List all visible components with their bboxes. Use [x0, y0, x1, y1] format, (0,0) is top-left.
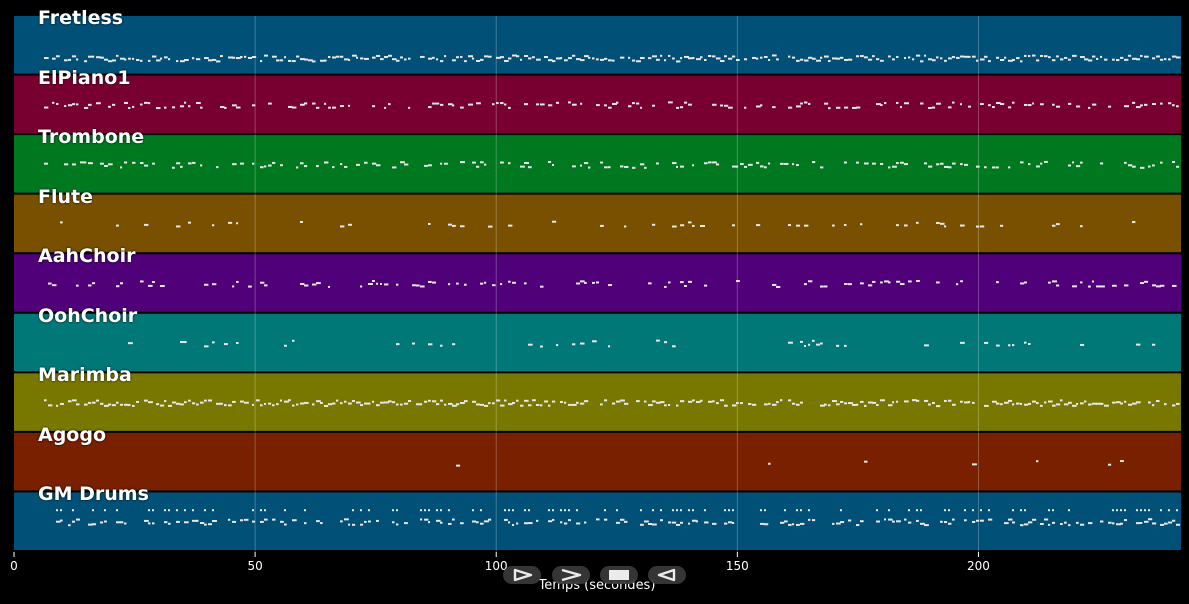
track-label: Flute	[38, 185, 93, 208]
track-notes	[44, 399, 1180, 408]
track-label: Trombone	[38, 126, 145, 149]
track-lane[interactable]	[14, 373, 1181, 431]
x-tick-label: 0	[10, 559, 18, 573]
track-label: Agogo	[38, 423, 107, 446]
x-tick-label: 100	[484, 559, 508, 573]
track-notes	[128, 339, 1156, 348]
play-button[interactable]	[503, 566, 541, 584]
track-notes	[44, 160, 1180, 169]
track-label: AahChoir	[38, 245, 136, 268]
track-label: Fretless	[38, 7, 124, 29]
track-label: Marimba	[38, 364, 132, 387]
rewind-button[interactable]	[648, 566, 686, 584]
track-lane[interactable]	[14, 194, 1181, 253]
track-notes	[44, 101, 1179, 110]
track-notes	[456, 460, 1124, 467]
track-label: GM Drums	[38, 483, 149, 506]
track-label: OohChoir	[38, 304, 138, 327]
track-lane[interactable]	[14, 135, 1181, 193]
rewind-icon	[657, 568, 676, 582]
x-tick-label: 150	[725, 559, 749, 573]
stop-icon	[609, 570, 629, 580]
track-label: ElPiano1	[38, 66, 131, 89]
track-lane[interactable]	[14, 492, 1181, 550]
track-notes	[48, 280, 1177, 288]
track-lane[interactable]	[14, 16, 1181, 74]
stop-button[interactable]	[600, 566, 638, 584]
fast-forward-icon	[561, 568, 582, 582]
fast-forward-button[interactable]	[552, 566, 590, 584]
track-lane[interactable]	[14, 313, 1181, 372]
track-notes	[60, 220, 1136, 228]
track-lane[interactable]	[14, 432, 1181, 491]
track-notes	[44, 54, 1181, 63]
track-notes	[56, 509, 1181, 527]
x-tick-label: 200	[967, 559, 990, 573]
play-icon	[513, 568, 533, 582]
x-tick-label: 50	[247, 559, 263, 573]
